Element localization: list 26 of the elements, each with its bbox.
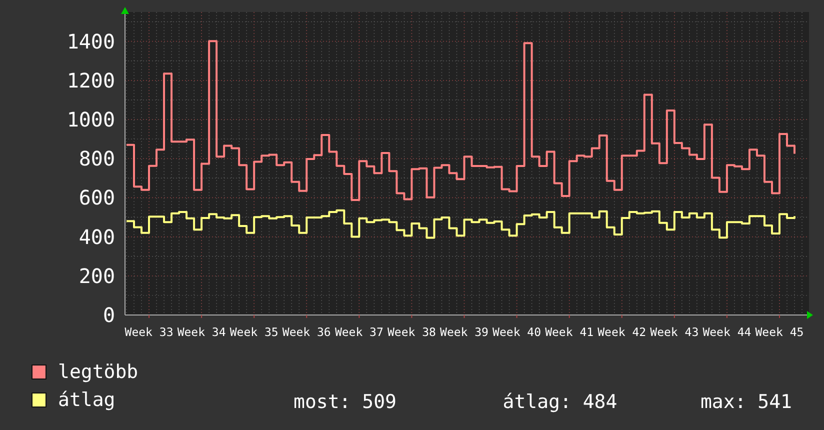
text: átlag: 484 bbox=[502, 391, 618, 413]
x-tick-label: Week 40 bbox=[492, 325, 542, 339]
x-tick-label: Week 44 bbox=[702, 325, 752, 339]
x-tick-label: Week 36 bbox=[282, 325, 331, 339]
text: most: 509 bbox=[294, 391, 396, 413]
text: max: 541 bbox=[700, 391, 792, 413]
x-tick-label: Week 38 bbox=[387, 325, 436, 339]
legend-label: legtöbb bbox=[58, 361, 138, 383]
y-tick-label: 800 bbox=[78, 146, 115, 171]
x-tick-label: Week 34 bbox=[177, 325, 226, 339]
y-tick-label: 1200 bbox=[66, 68, 115, 92]
y-tick-label: 1400 bbox=[66, 29, 115, 54]
y-tick-label: 200 bbox=[78, 264, 115, 288]
y-tick-label: 0 bbox=[102, 303, 115, 327]
y-tick-label: 1000 bbox=[66, 108, 115, 132]
x-tick-label: Week 42 bbox=[598, 325, 646, 339]
x-tick-label: Week 33 bbox=[124, 325, 174, 339]
x-tick-label: Week 35 bbox=[230, 325, 278, 339]
x-tick-label: Week 41 bbox=[545, 325, 594, 339]
y-tick-label: 400 bbox=[78, 224, 115, 249]
legend-label: átlag bbox=[58, 389, 116, 411]
x-tick-label: Week 45 bbox=[755, 325, 804, 339]
x-tick-label: Week 39 bbox=[440, 325, 489, 339]
x-tick-label: Week 37 bbox=[334, 325, 384, 339]
y-tick-label: 600 bbox=[78, 186, 115, 210]
x-tick-label: Week 43 bbox=[650, 325, 699, 339]
